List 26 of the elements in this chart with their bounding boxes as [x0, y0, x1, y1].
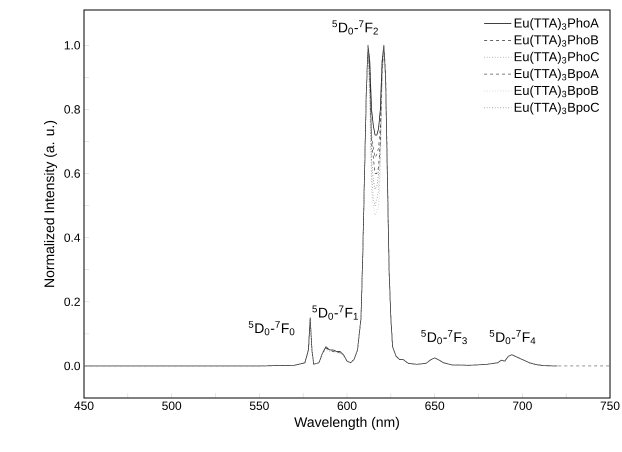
y-tick-label: 0.0 [64, 362, 80, 370]
x-axis-title: Wavelength (nm) [294, 416, 399, 430]
y-tick-label: 0.2 [64, 298, 80, 306]
annotation: $^{5}$D$_{0}$-$^{7}$F$_{3}$ [421, 330, 467, 344]
annotation: $^{5}$D$_{0}$-$^{7}$F$_{0}$ [248, 321, 294, 336]
y-tick-label: 0.4 [64, 233, 80, 242]
x-tick-label: 500 [162, 402, 182, 410]
x-tick-label: 600 [338, 402, 357, 410]
annotation: $^{5}$D$_{0}$-$^{7}$F$_{4}$ [490, 330, 536, 344]
legend-label: Eu(TTA)$_{3}$BpoB [514, 86, 598, 98]
x-tick-label: 650 [425, 402, 444, 410]
x-tick-label: 550 [250, 402, 269, 410]
x-tick-label: 700 [512, 402, 532, 410]
y-axis-title: Normalized Intensity (a. u.) [44, 120, 58, 287]
annotation: $^{5}$D$_{0}$-$^{7}$F$_{1}$ [312, 306, 358, 320]
legend-label: Eu(TTA)$_{3}$BpoA [514, 68, 599, 81]
y-tick-label: 0.8 [64, 105, 80, 114]
y-tick-label: 0.6 [64, 169, 80, 178]
legend-label: Eu(TTA)$_{3}$BpoC [514, 102, 600, 114]
annotation: $^{5}$D$_{0}$-$^{7}$F$_{2}$ [332, 20, 378, 35]
legend-label: Eu(TTA)$_{3}$PhoC [514, 52, 600, 64]
legend-label: Eu(TTA)$_{3}$PhoA [514, 18, 599, 30]
x-tick-label: 450 [74, 402, 94, 410]
legend-label: Eu(TTA)$_{3}$PhoB [514, 34, 598, 47]
y-tick-label: 1.0 [64, 41, 80, 50]
x-tick-label: 750 [600, 402, 620, 410]
